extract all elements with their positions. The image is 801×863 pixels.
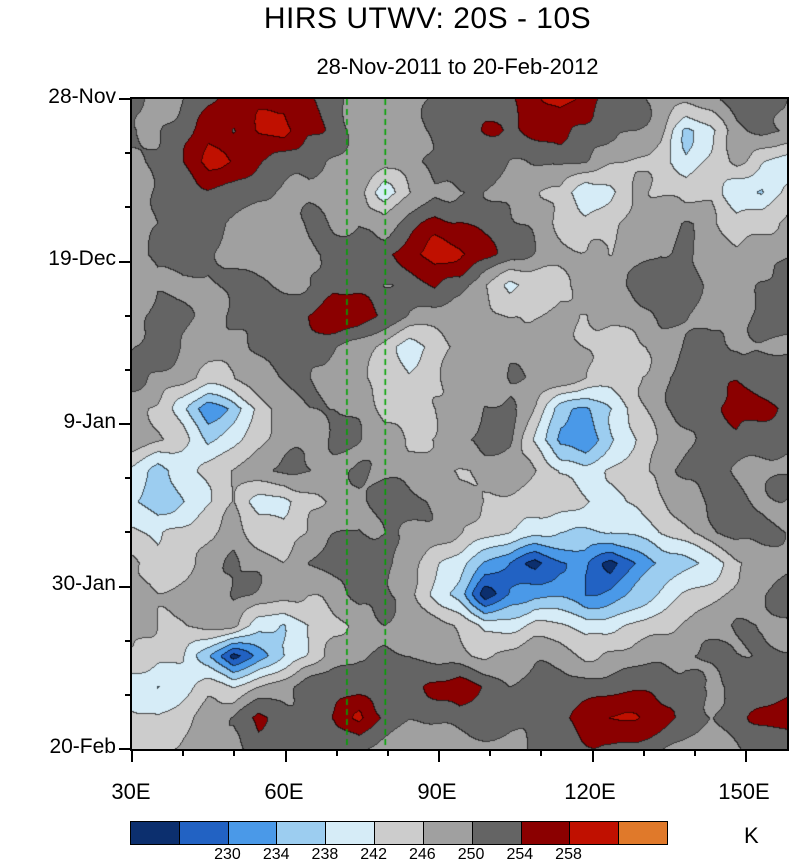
colorbar-cell	[276, 822, 326, 844]
colorbar-cell	[471, 822, 521, 844]
x-axis-tick	[335, 749, 338, 756]
x-tick-label: 60E	[264, 779, 304, 804]
colorbar-tick-label: 230	[214, 846, 241, 863]
colorbar-cell	[422, 822, 472, 844]
y-tick-label: 9-Jan	[63, 410, 116, 433]
y-tick-label: 30-Jan	[51, 572, 116, 595]
y-axis-tick	[119, 585, 132, 588]
colorbar-tick-label: 234	[262, 846, 290, 863]
y-tick-label: 19-Dec	[48, 247, 116, 270]
colorbar-unit-label: K	[744, 823, 759, 848]
y-axis-tick	[125, 531, 132, 534]
x-axis-tick	[591, 749, 594, 762]
y-tick-label: 20-Feb	[49, 735, 116, 758]
colorbar-tick-label: 258	[555, 846, 582, 863]
colorbar-cell	[227, 822, 277, 844]
colorbar-tick-label: 238	[311, 846, 339, 863]
x-axis-tick	[540, 749, 543, 756]
colorbar-tick-label: 254	[506, 846, 534, 863]
y-axis-tick	[125, 314, 132, 317]
y-axis-tick	[119, 98, 132, 100]
colorbar-cell	[520, 822, 570, 844]
colorbar-cell	[325, 822, 375, 844]
colorbar-cell	[569, 822, 619, 844]
y-axis-tick	[125, 368, 132, 371]
x-axis-tick	[386, 749, 389, 756]
chart-subtitle: 28-Nov-2011 to 20-Feb-2012	[316, 54, 599, 79]
y-tick-label: 28-Nov	[48, 85, 116, 108]
x-axis-tick	[693, 749, 696, 756]
x-axis-tick	[642, 749, 645, 756]
x-tick-label: 90E	[417, 779, 457, 804]
x-tick-label: 120E	[564, 779, 616, 804]
colorbar-cell	[618, 822, 667, 844]
colorbar-cell	[131, 822, 179, 844]
chart-title: HIRS UTWV: 20S - 10S	[263, 2, 592, 35]
colorbar-labels: 230 234 238 242 246 250 254 258	[130, 846, 666, 863]
x-axis-tick	[233, 749, 236, 756]
y-axis-tick	[125, 693, 132, 696]
colorbar-tick-label: 250	[457, 846, 485, 863]
plot-area	[119, 97, 789, 762]
heatmap-canvas	[132, 99, 787, 749]
x-axis-tick	[284, 749, 287, 762]
x-axis-tick	[745, 749, 748, 762]
x-tick-label: 30E	[111, 779, 151, 804]
y-axis-tick	[125, 639, 132, 642]
y-axis-tick	[125, 152, 132, 155]
y-axis-tick	[119, 748, 132, 750]
y-axis-tick	[125, 206, 132, 209]
colorbar-cell	[374, 822, 423, 844]
x-axis-tick	[182, 749, 185, 756]
colorbar-cell	[178, 822, 228, 844]
colorbar-tick-label: 242	[360, 846, 387, 863]
colorbar	[130, 821, 668, 845]
x-axis-tick	[438, 749, 441, 762]
y-axis-tick	[119, 260, 132, 263]
colorbar-tick-label: 246	[409, 846, 436, 863]
x-axis-tick	[489, 749, 492, 756]
y-axis-tick	[119, 423, 132, 425]
x-axis-tick	[131, 749, 133, 762]
x-tick-label: 150E	[718, 779, 770, 804]
y-axis-tick	[125, 477, 132, 480]
